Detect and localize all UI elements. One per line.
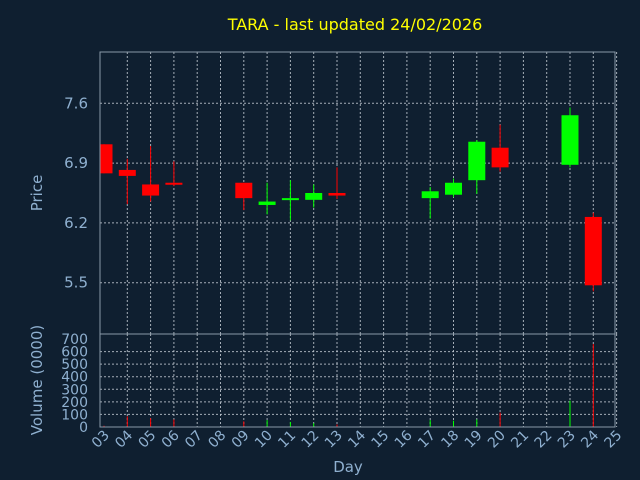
candle-body	[281, 198, 299, 201]
volume-panel-frame	[99, 333, 616, 428]
candle-body	[100, 144, 113, 174]
x-tick-label: 11	[275, 428, 299, 452]
price-tick-label: 5.5	[64, 274, 88, 292]
candle-body	[258, 201, 276, 205]
price-panel-frame	[99, 51, 616, 335]
candle-body	[421, 191, 439, 199]
x-tick-label: 22	[532, 428, 556, 452]
volume-tick-label: 600	[61, 345, 88, 361]
x-tick-label: 20	[485, 428, 509, 452]
x-tick-label: 10	[252, 428, 276, 452]
volume-tick-label: 700	[61, 332, 88, 348]
candle-body	[305, 193, 323, 200]
x-tick-label: 15	[369, 428, 393, 452]
candle-body	[445, 182, 462, 195]
x-tick-label: 14	[345, 427, 369, 451]
volume-tick-label: 300	[61, 382, 88, 398]
price-axis-label: Price	[28, 175, 46, 212]
candle-body	[328, 193, 346, 196]
x-tick-label: 04	[112, 427, 136, 451]
price-tick-label: 7.6	[64, 94, 88, 112]
candle-body	[561, 115, 579, 165]
candle-body	[165, 182, 183, 185]
candle-body	[235, 182, 253, 199]
candle-body	[491, 147, 509, 168]
x-axis-label: Day	[333, 458, 363, 476]
price-panel: 7.6 6.9 6.2 5.5 Price	[28, 51, 618, 335]
volume-tick-label: 0	[79, 420, 88, 436]
chart-title: TARA - last updated 24/02/2026	[227, 15, 483, 34]
x-tick-label: 23	[555, 428, 579, 452]
x-tick-label: 13	[322, 428, 346, 452]
x-tick-label: 18	[438, 428, 462, 452]
x-tick-label: 09	[229, 428, 253, 452]
x-tick-label: 12	[299, 428, 323, 452]
volume-tick-label: 100	[61, 407, 88, 423]
x-tick-label: 05	[136, 428, 160, 452]
x-tick-label: 17	[415, 428, 439, 452]
x-tick-label: 06	[159, 427, 183, 451]
candle-body	[118, 169, 136, 176]
price-tick-label: 6.9	[64, 154, 88, 172]
x-tick-label: 19	[462, 428, 486, 452]
candle-body	[142, 184, 160, 196]
x-tick-label: 21	[508, 428, 532, 452]
volume-axis-label: Volume (0000)	[28, 325, 46, 435]
volume-tick-label: 200	[61, 395, 88, 411]
x-tick-label: 08	[205, 428, 229, 452]
x-tick-label: 24	[578, 427, 602, 451]
price-tick-label: 6.2	[64, 214, 88, 232]
volume-tick-label: 400	[61, 370, 88, 386]
x-tick-label: 25	[602, 428, 626, 452]
candle-body	[584, 216, 602, 286]
x-tick-label: 07	[182, 428, 206, 452]
x-tick-label: 16	[392, 427, 416, 451]
volume-tick-label: 500	[61, 357, 88, 373]
candle-body	[468, 141, 486, 181]
x-tick-label: 03	[89, 428, 113, 452]
